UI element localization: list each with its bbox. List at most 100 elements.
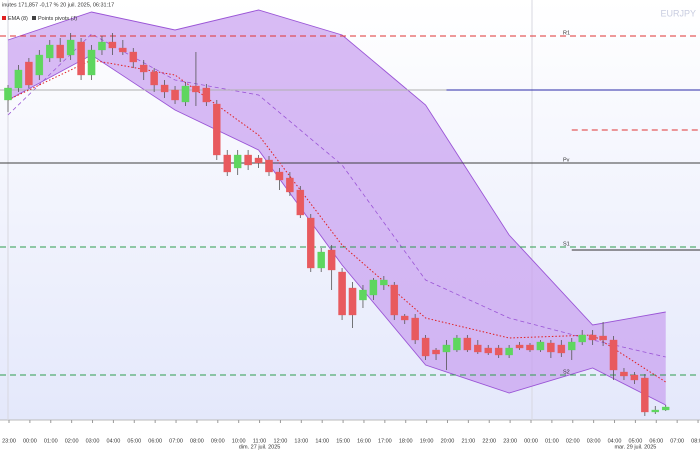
candle-body xyxy=(515,344,524,349)
candle-body xyxy=(557,344,566,354)
candle-body xyxy=(296,189,305,216)
candle-body xyxy=(609,339,618,371)
x-tick-label: 14:00 xyxy=(315,438,329,444)
legend-entry: Points pivots (J) xyxy=(38,16,77,22)
candle-body xyxy=(160,84,169,93)
candle-body xyxy=(432,349,440,355)
candle-body xyxy=(66,39,75,56)
watermark: EURJPY xyxy=(660,8,696,18)
x-tick-label: 19:00 xyxy=(420,438,434,444)
candle-body xyxy=(150,71,158,86)
bollinger-upper xyxy=(7,9,666,326)
candle-body xyxy=(327,249,336,271)
candle-body xyxy=(641,377,649,413)
x-tick-label: 06:00 xyxy=(148,438,162,444)
candle-body xyxy=(223,154,231,173)
candle-body xyxy=(348,287,357,316)
pivot-label: R1 xyxy=(563,30,570,36)
x-tick-label: 03:00 xyxy=(587,438,601,444)
candle-body xyxy=(77,41,85,76)
candle-body xyxy=(46,44,54,59)
candle-body xyxy=(578,334,586,343)
x-tick-label: 05:00 xyxy=(127,438,141,444)
x-tick-label: 01:00 xyxy=(44,438,58,444)
date-label: mar. 29 juil. 2025 xyxy=(614,444,656,450)
candle-body xyxy=(453,337,461,351)
x-tick-label: 08:00 xyxy=(691,438,700,444)
candle-body xyxy=(87,49,96,76)
header-quote: inutes 171,857 -0,17 % 20 juil. 2025, 06… xyxy=(2,2,114,8)
candle-body xyxy=(307,217,315,269)
candle-body xyxy=(213,103,221,156)
candle-body xyxy=(139,64,148,73)
candle-body xyxy=(526,344,534,351)
pivot-label: S1 xyxy=(563,241,570,247)
candle-body xyxy=(369,279,378,296)
x-tick-label: 22:00 xyxy=(482,438,496,444)
x-tick-label: 12:00 xyxy=(274,438,288,444)
candle-body xyxy=(651,409,660,413)
x-tick-label: 23:00 xyxy=(2,438,16,444)
x-tick-label: 04:00 xyxy=(107,438,121,444)
candle-body xyxy=(588,334,597,341)
pivot-label: S2 xyxy=(563,369,570,375)
candle-body xyxy=(129,51,138,63)
candle-body xyxy=(98,41,106,51)
candle-body xyxy=(661,406,670,411)
candle-body xyxy=(265,159,273,173)
x-tick-label: 03:00 xyxy=(86,438,100,444)
x-tick-label: 00:00 xyxy=(524,438,538,444)
x-tick-label: 18:00 xyxy=(399,438,413,444)
x-tick-label: 09:00 xyxy=(211,438,225,444)
date-label: dim. 27 juil. 2025 xyxy=(239,444,281,450)
x-tick-label: 07:00 xyxy=(169,438,183,444)
candle-body xyxy=(421,337,430,357)
x-tick-label: 00:00 xyxy=(23,438,37,444)
candle-body xyxy=(390,284,399,316)
candle-body xyxy=(25,61,33,86)
candle-body xyxy=(254,157,263,164)
candle-body xyxy=(338,271,346,316)
legend-swatch xyxy=(32,16,36,20)
x-tick-label: 04:00 xyxy=(608,438,622,444)
x-tick-label: 21:00 xyxy=(461,438,475,444)
bollinger-lower xyxy=(7,54,666,406)
candle-body xyxy=(442,344,451,353)
candle-body xyxy=(547,342,555,353)
candle-body xyxy=(463,337,472,351)
candle-body xyxy=(35,54,44,76)
x-tick-label: 02:00 xyxy=(566,438,580,444)
x-tick-label: 01:00 xyxy=(545,438,559,444)
candle-body xyxy=(474,344,482,353)
candle-body xyxy=(411,317,419,341)
candle-body xyxy=(192,85,200,93)
candle-body xyxy=(505,347,513,356)
candle-body xyxy=(171,89,179,101)
x-tick-label: 10:00 xyxy=(232,438,246,444)
candle-body xyxy=(202,87,211,103)
x-tick-label: 15:00 xyxy=(336,438,350,444)
x-tick-label: 08:00 xyxy=(190,438,204,444)
candle-body xyxy=(286,177,294,193)
candle-body xyxy=(568,341,576,351)
x-tick-label: 11:00 xyxy=(253,438,266,444)
bollinger-area xyxy=(8,10,666,405)
x-tick-label: 06:00 xyxy=(649,438,663,444)
legend-swatch xyxy=(2,16,6,20)
candle-body xyxy=(380,279,388,286)
candle-body xyxy=(484,347,492,354)
candle-body xyxy=(494,347,503,356)
candle-body xyxy=(400,315,409,321)
x-tick-label: 23:00 xyxy=(503,438,517,444)
candle-body xyxy=(275,171,284,181)
x-tick-label: 16:00 xyxy=(357,438,371,444)
candle-body xyxy=(244,154,252,166)
x-tick-label: 13:00 xyxy=(294,438,308,444)
pivot-label: Pv xyxy=(563,157,570,163)
candle-body xyxy=(4,87,12,101)
x-tick-label: 20:00 xyxy=(441,438,455,444)
candle-body xyxy=(233,154,242,169)
candle-body xyxy=(181,85,190,103)
candle-body xyxy=(599,335,607,341)
